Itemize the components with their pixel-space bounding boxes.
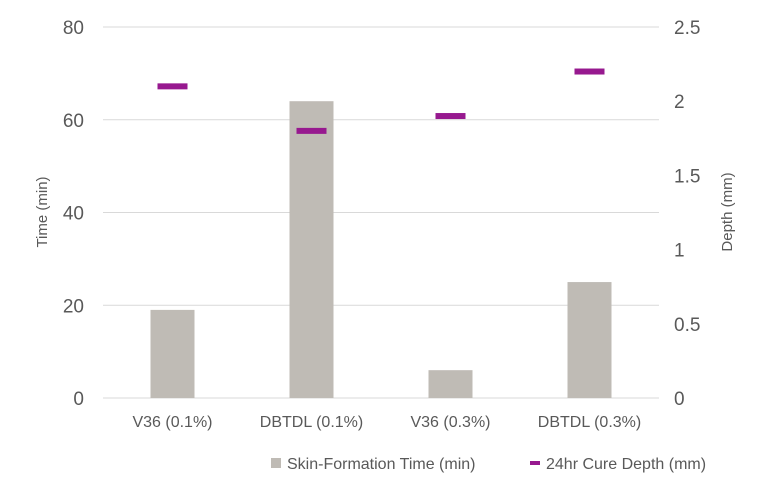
dash-series bbox=[157, 68, 605, 134]
right-y-axis: 0 0.5 1 1.5 2 2.5 bbox=[674, 18, 700, 410]
left-tick-label: 40 bbox=[63, 204, 84, 225]
left-tick-label: 60 bbox=[63, 111, 84, 132]
left-axis-title: Time (min) bbox=[34, 176, 51, 247]
x-tick-label: V36 (0.3%) bbox=[410, 414, 490, 431]
x-tick-label: V36 (0.1%) bbox=[132, 414, 212, 431]
left-tick-label: 80 bbox=[63, 18, 84, 39]
right-tick-label: 0 bbox=[674, 389, 685, 410]
bar bbox=[428, 370, 473, 398]
bar bbox=[567, 282, 612, 398]
x-tick-label: DBTDL (0.3%) bbox=[538, 414, 641, 431]
legend-swatch-dash bbox=[530, 461, 540, 465]
legend-label-dash: 24hr Cure Depth (mm) bbox=[546, 456, 706, 473]
left-y-axis: 0 20 40 60 80 bbox=[63, 18, 84, 410]
cure-depth-marker bbox=[574, 68, 605, 75]
right-tick-label: 0.5 bbox=[674, 315, 700, 336]
legend: Skin-Formation Time (min) 24hr Cure Dept… bbox=[271, 456, 706, 473]
right-tick-label: 1.5 bbox=[674, 166, 700, 187]
legend-swatch-bar bbox=[271, 458, 281, 468]
left-tick-label: 20 bbox=[63, 296, 84, 317]
cure-depth-marker bbox=[435, 113, 466, 120]
right-tick-label: 2.5 bbox=[674, 18, 700, 39]
bar bbox=[289, 101, 334, 398]
cure-depth-marker bbox=[157, 83, 188, 90]
right-tick-label: 2 bbox=[674, 92, 685, 113]
x-axis: V36 (0.1%) DBTDL (0.1%) V36 (0.3%) DBTDL (0… bbox=[132, 414, 641, 431]
right-tick-label: 1 bbox=[674, 241, 685, 262]
gridlines bbox=[103, 26, 659, 399]
legend-label-bar: Skin-Formation Time (min) bbox=[287, 456, 475, 473]
cure-depth-marker bbox=[296, 127, 327, 134]
right-axis-title: Depth (mm) bbox=[719, 172, 736, 251]
bar-series bbox=[150, 101, 612, 398]
left-tick-label: 0 bbox=[73, 389, 84, 410]
bar bbox=[150, 309, 195, 398]
x-tick-label: DBTDL (0.1%) bbox=[260, 414, 363, 431]
